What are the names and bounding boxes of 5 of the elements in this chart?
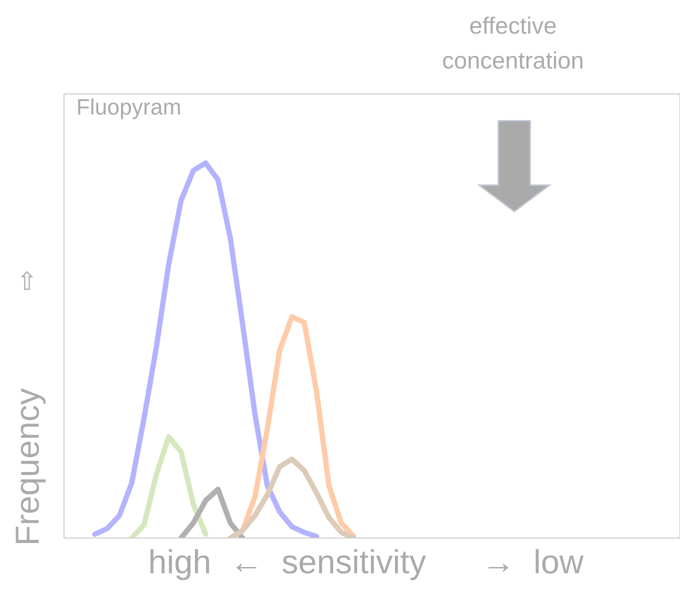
y-axis-title: Frequency <box>16 388 46 543</box>
chart-title: Fluopyram <box>78 98 180 120</box>
text: ⇧ <box>20 271 34 290</box>
x-axis-title: high ← sensitivity → low <box>150 549 584 580</box>
text: effective concentration <box>443 16 582 69</box>
